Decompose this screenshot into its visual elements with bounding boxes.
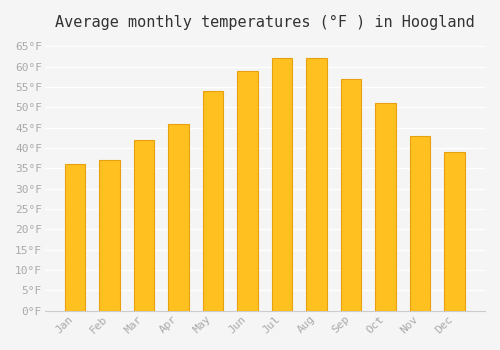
Bar <box>444 152 465 311</box>
Bar <box>65 164 86 311</box>
Bar <box>203 91 224 311</box>
Bar <box>341 79 361 311</box>
Bar <box>410 136 430 311</box>
Bar <box>100 160 120 311</box>
Bar <box>238 71 258 311</box>
Bar <box>376 103 396 311</box>
Bar <box>306 58 327 311</box>
Title: Average monthly temperatures (°F ) in Hoogland: Average monthly temperatures (°F ) in Ho… <box>55 15 475 30</box>
Bar <box>168 124 189 311</box>
Bar <box>272 58 292 311</box>
Bar <box>134 140 154 311</box>
